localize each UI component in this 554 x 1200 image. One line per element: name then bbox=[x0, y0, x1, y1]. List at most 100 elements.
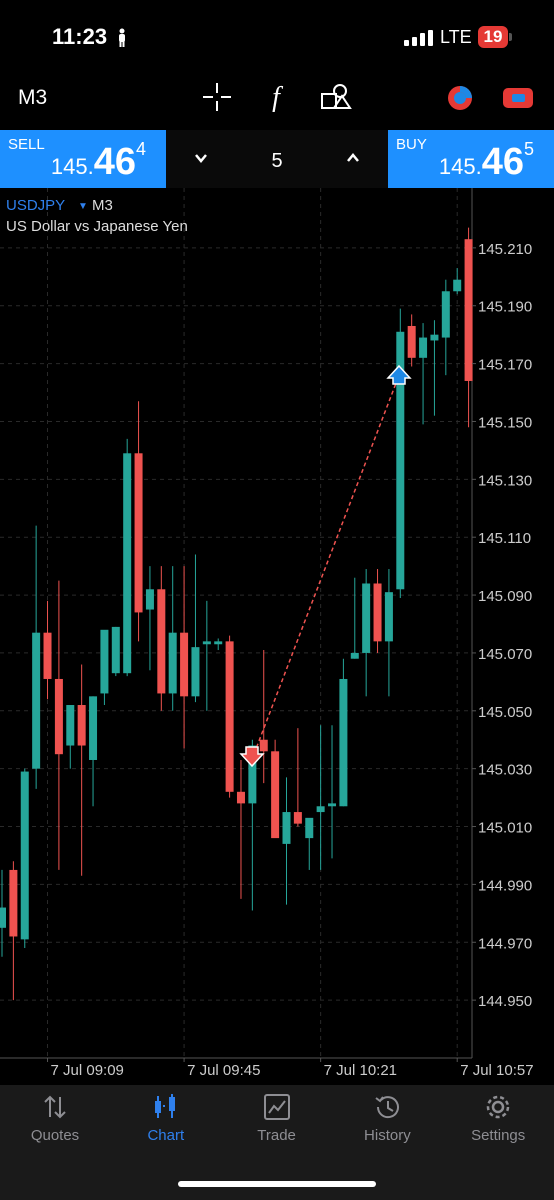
symbol-description: US Dollar vs Japanese Yen bbox=[6, 218, 188, 235]
tab[interactable]: Quotes bbox=[0, 1093, 110, 1144]
symbol-dropdown[interactable]: ▼ bbox=[78, 201, 88, 212]
tab-label: Quotes bbox=[30, 1127, 80, 1144]
buy-button[interactable]: BUY 145.465 bbox=[388, 130, 554, 188]
y-tick-label: 145.050 bbox=[478, 704, 532, 721]
one-click-button[interactable] bbox=[502, 86, 534, 110]
candle-body bbox=[180, 632, 189, 697]
y-tick-label: 145.090 bbox=[478, 588, 532, 605]
x-tick-label: 7 Jul 09:45 bbox=[187, 1062, 260, 1079]
sell-label: SELL bbox=[8, 136, 45, 153]
candle-body bbox=[305, 817, 314, 839]
candle-body bbox=[407, 325, 416, 358]
x-tick-label: 7 Jul 10:21 bbox=[324, 1062, 397, 1079]
battery-tip bbox=[509, 33, 512, 41]
candle-body bbox=[236, 791, 245, 804]
price-big: 46 bbox=[481, 141, 524, 183]
candle-body bbox=[145, 589, 154, 610]
clock: 11:23 bbox=[52, 24, 108, 49]
candle-body bbox=[66, 705, 75, 746]
buy-marker bbox=[386, 364, 412, 385]
tab[interactable]: Settings bbox=[443, 1093, 553, 1144]
candle-body bbox=[362, 583, 371, 653]
y-tick-label: 144.990 bbox=[478, 877, 532, 894]
buy-price: 145.465 bbox=[438, 139, 534, 184]
tab[interactable]: Chart bbox=[111, 1093, 221, 1144]
tab-label: Settings bbox=[471, 1127, 526, 1144]
y-tick-label: 145.010 bbox=[478, 820, 532, 837]
candle-body bbox=[157, 589, 166, 694]
home-indicator bbox=[178, 1181, 376, 1187]
volume[interactable]: 5 bbox=[271, 150, 283, 172]
objects-button[interactable] bbox=[320, 82, 352, 112]
candle-body bbox=[9, 869, 18, 937]
candle-body bbox=[54, 678, 63, 755]
price-small: 4 bbox=[135, 139, 146, 159]
person-icon bbox=[119, 28, 125, 47]
candles bbox=[0, 227, 473, 1001]
tab-label: Chart bbox=[147, 1127, 185, 1144]
candle-body bbox=[225, 641, 234, 792]
candle-body bbox=[464, 239, 473, 381]
candle-body bbox=[214, 641, 223, 645]
candle-body bbox=[191, 647, 200, 697]
y-tick-label: 144.950 bbox=[478, 993, 532, 1010]
tab-icon bbox=[44, 1095, 66, 1119]
svg-text:f: f bbox=[272, 82, 283, 112]
candle-body bbox=[282, 812, 291, 844]
candle-body bbox=[339, 678, 348, 807]
y-tick-label: 145.170 bbox=[478, 357, 532, 374]
timeframe-button[interactable]: M3 bbox=[18, 86, 48, 109]
price-prefix: 145. bbox=[50, 154, 94, 179]
x-tick-label: 7 Jul 09:09 bbox=[51, 1062, 124, 1079]
chart-timeframe: M3 bbox=[92, 197, 113, 214]
crosshair-button[interactable] bbox=[202, 82, 232, 112]
tab[interactable]: History bbox=[332, 1093, 442, 1144]
candle-body bbox=[0, 907, 6, 928]
candle-body bbox=[373, 583, 382, 642]
candle-body bbox=[134, 453, 143, 613]
candle-body bbox=[202, 641, 211, 645]
candle-body bbox=[168, 632, 177, 694]
toolbar: M3 f bbox=[0, 60, 554, 130]
network-type: LTE bbox=[440, 27, 472, 47]
candle-body bbox=[111, 626, 120, 674]
y-tick-label: 145.130 bbox=[478, 472, 532, 489]
indicators-button[interactable]: f bbox=[264, 82, 288, 112]
tab-icon bbox=[263, 1094, 290, 1120]
candle-body bbox=[396, 331, 405, 590]
tab-icon bbox=[486, 1095, 510, 1119]
candle-body bbox=[123, 453, 132, 674]
x-tick-label: 7 Jul 10:57 bbox=[460, 1062, 533, 1079]
sell-button[interactable]: SELL 145.464 bbox=[0, 130, 166, 188]
grid bbox=[0, 188, 472, 1058]
increase-button[interactable] bbox=[346, 152, 360, 164]
candle-body bbox=[100, 629, 109, 694]
tab-bar: Quotes Chart Trade History Settings bbox=[0, 1085, 554, 1200]
candle-body bbox=[259, 739, 268, 752]
candle-body bbox=[316, 806, 325, 813]
trade-levels-button[interactable] bbox=[444, 84, 476, 112]
trade-panel: SELL 145.464 5 BUY 145.465 bbox=[0, 130, 554, 188]
trade-line bbox=[253, 377, 399, 755]
price-prefix: 145. bbox=[438, 154, 482, 179]
candle-body bbox=[328, 803, 337, 807]
y-tick-label: 145.150 bbox=[478, 414, 532, 431]
candle-body bbox=[441, 291, 450, 338]
tab-label: Trade bbox=[257, 1127, 296, 1144]
candle-body bbox=[248, 745, 257, 804]
tab[interactable]: Trade bbox=[222, 1093, 332, 1144]
tab-icon bbox=[154, 1094, 175, 1118]
candle-body bbox=[32, 632, 41, 769]
candle-body bbox=[293, 812, 302, 824]
buy-label: BUY bbox=[396, 136, 427, 153]
candle-body bbox=[453, 279, 462, 292]
decrease-button[interactable] bbox=[194, 152, 208, 164]
candlestick-chart: USDJPY ▼ M3 US Dollar vs Japanese Yen 14… bbox=[0, 188, 534, 1079]
trade-markers bbox=[239, 364, 412, 768]
y-tick-label: 145.070 bbox=[478, 646, 532, 663]
status-bar: 11:23 LTE 19 bbox=[0, 0, 554, 60]
symbol: USDJPY bbox=[6, 197, 65, 214]
sell-marker bbox=[239, 746, 265, 768]
tab-label: History bbox=[364, 1127, 411, 1144]
